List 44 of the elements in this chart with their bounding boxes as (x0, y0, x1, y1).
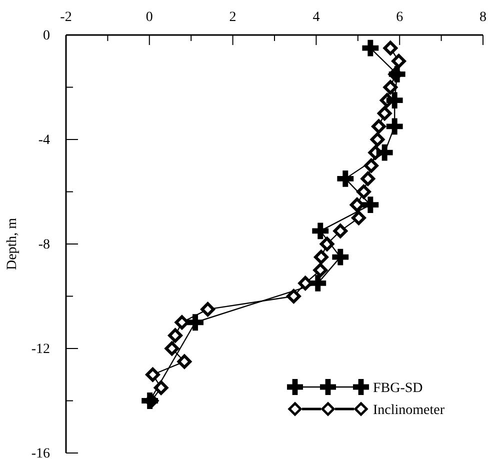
y-tick-label: -12 (31, 342, 50, 357)
legend-label: FBG-SD (373, 381, 423, 396)
y-tick-label: 0 (43, 28, 50, 44)
point (350, 198, 364, 212)
point (362, 40, 379, 56)
point (386, 118, 403, 135)
y-tick-label: -8 (38, 237, 50, 252)
point (383, 80, 398, 94)
point (146, 367, 160, 382)
point (312, 222, 329, 240)
point (314, 250, 328, 264)
x-tick-label: 6 (396, 10, 404, 25)
point (337, 170, 354, 187)
legend-label: Inclinometer (373, 403, 445, 418)
point (352, 210, 366, 226)
x-tick-label: 0 (146, 10, 153, 25)
point (332, 248, 349, 266)
point (200, 302, 215, 316)
point (360, 172, 376, 186)
point (386, 92, 403, 109)
point (362, 196, 379, 214)
x-tick-label: 4 (312, 10, 320, 25)
x-tick-label: 2 (229, 10, 236, 25)
point (177, 354, 192, 369)
point (313, 262, 328, 278)
point (383, 40, 398, 56)
point (377, 106, 392, 121)
y-tick-label: -4 (38, 132, 50, 148)
point (333, 224, 348, 238)
x-tick-label: -2 (60, 10, 72, 25)
point (356, 184, 371, 199)
point (174, 315, 190, 330)
point (286, 289, 301, 304)
y-axis-title: Depth, m (5, 218, 20, 270)
point (376, 144, 393, 161)
point (168, 328, 182, 343)
point (372, 119, 386, 134)
point (370, 132, 385, 147)
point (392, 54, 406, 68)
point (164, 341, 180, 356)
y-tick-label: -16 (31, 446, 50, 459)
point (310, 274, 326, 292)
point (187, 314, 204, 331)
x-tick-label: 8 (480, 10, 486, 25)
